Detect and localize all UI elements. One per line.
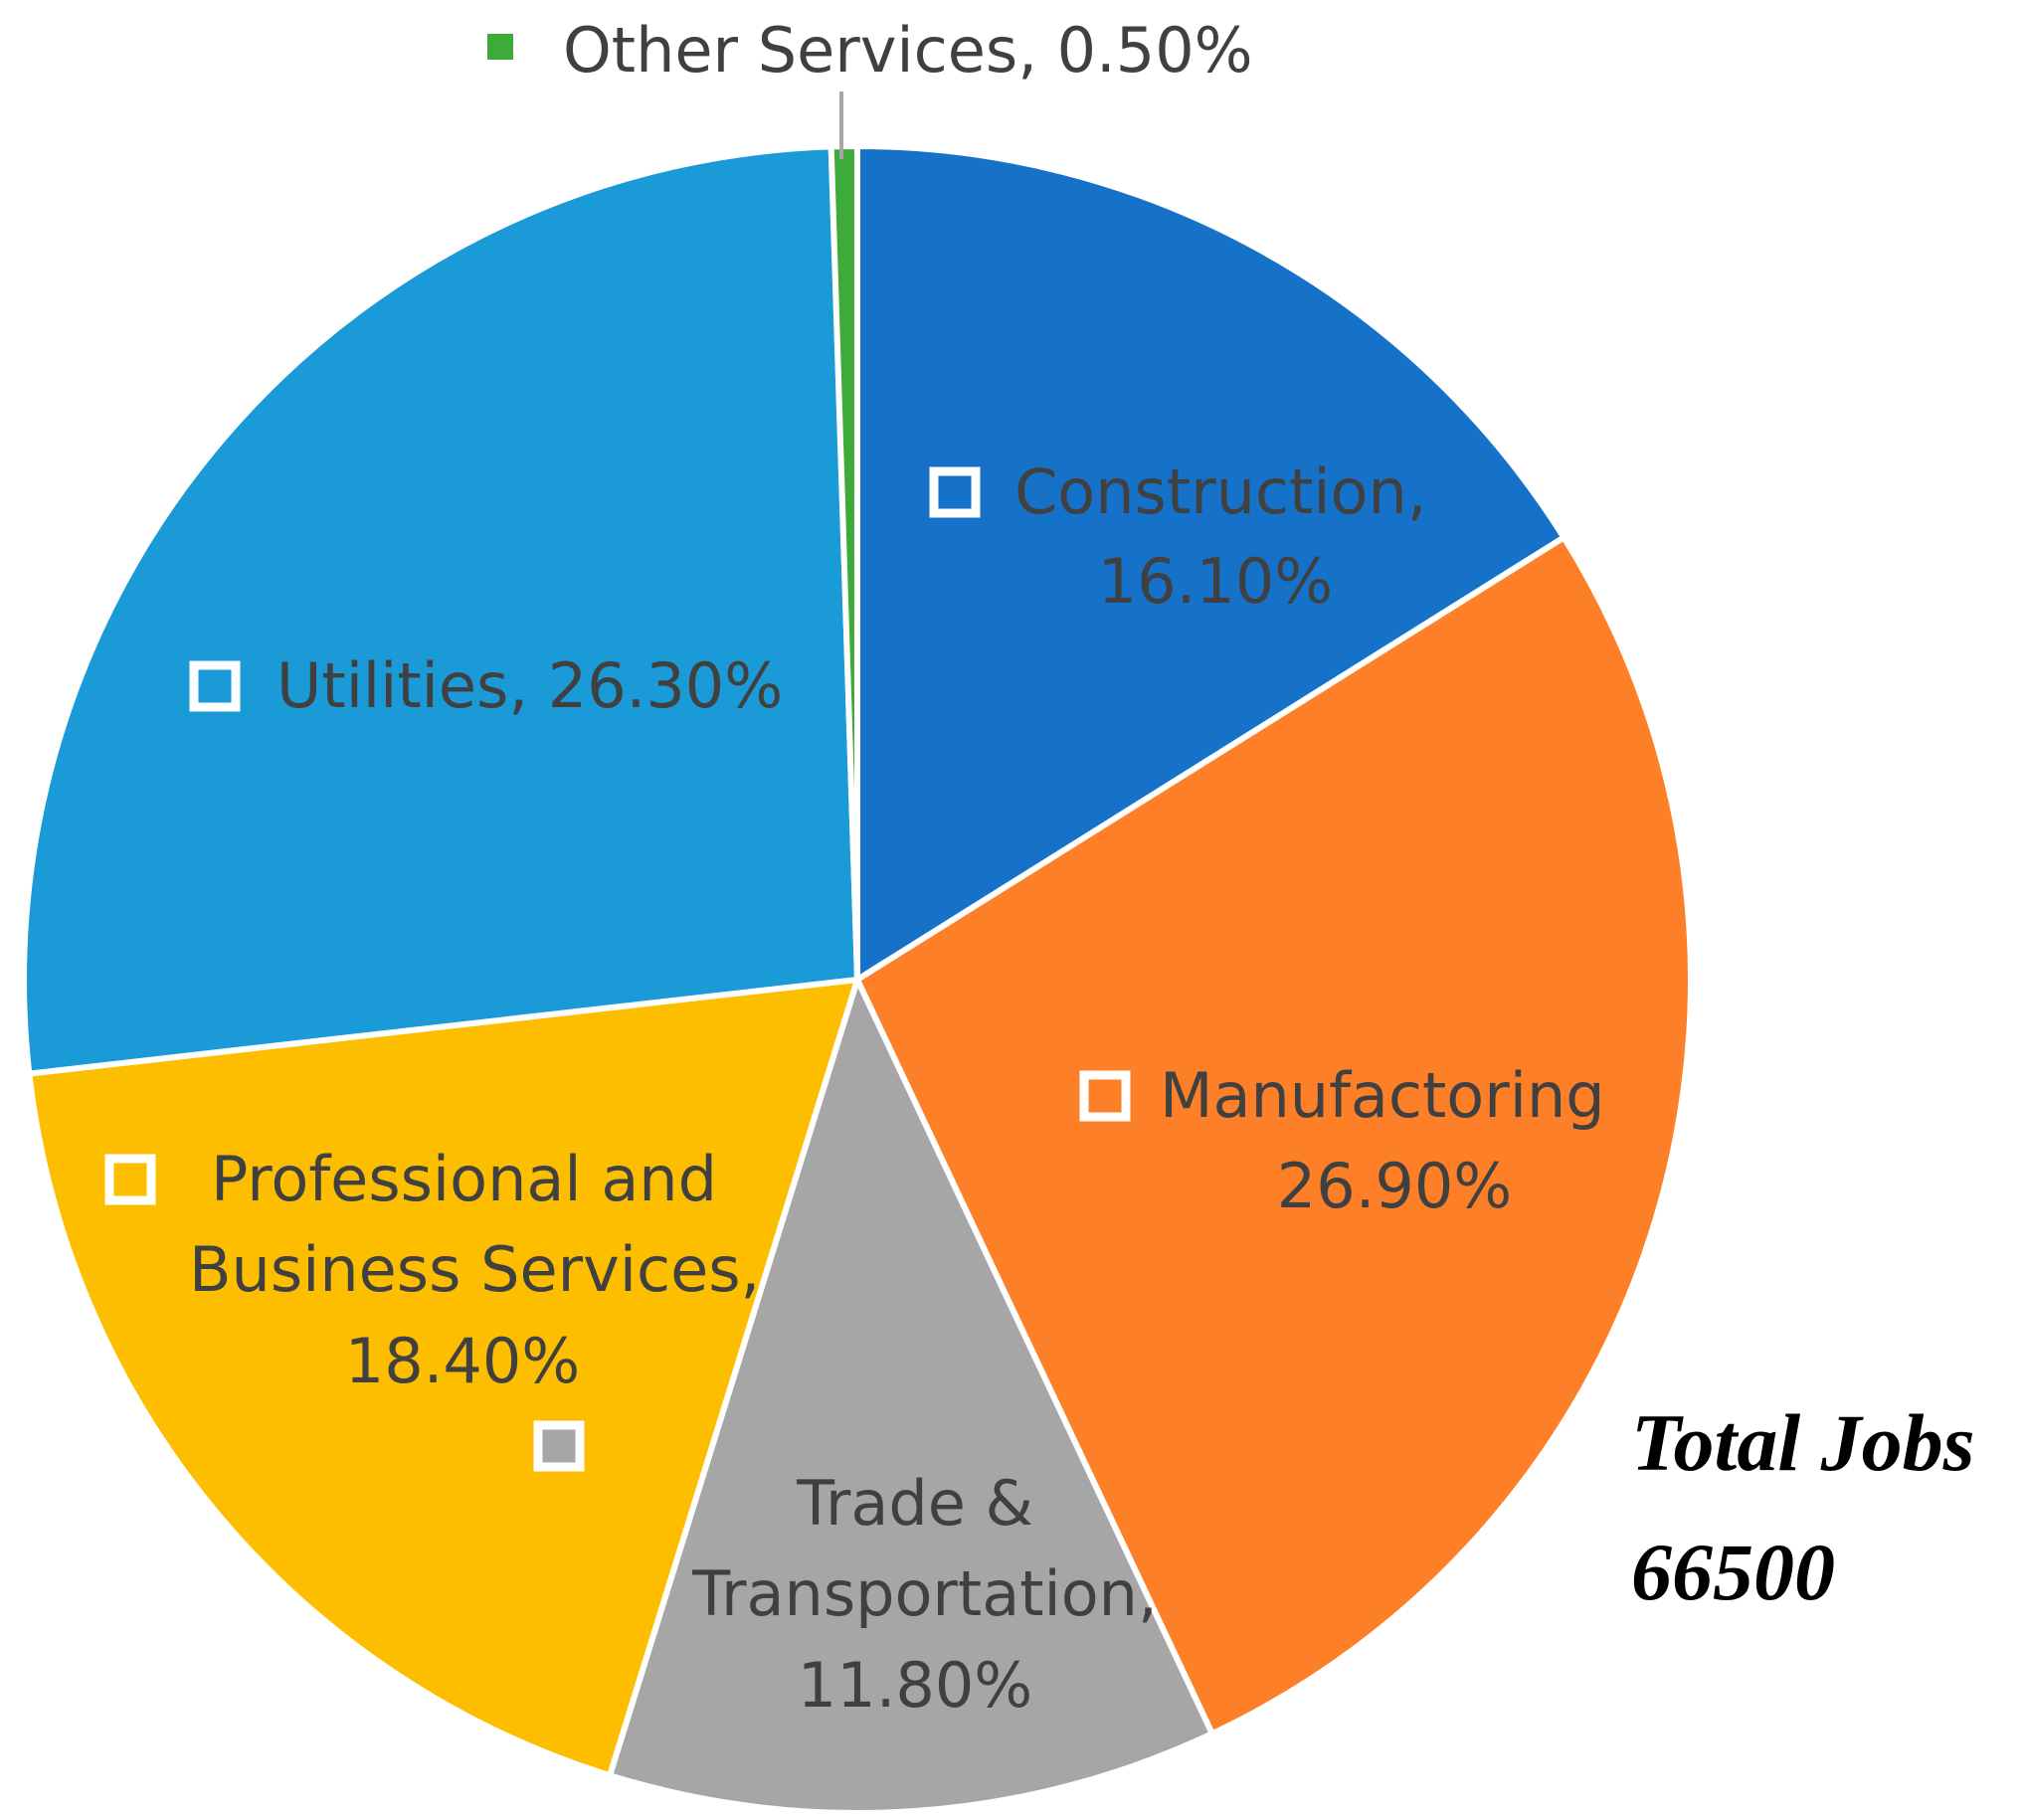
pie-slice-utilities	[20, 143, 860, 1077]
professional-label-line2: Business Services,	[189, 1233, 760, 1306]
construction-label: Construction,	[1014, 455, 1426, 528]
pie-slice-professional-and-business-services	[26, 977, 860, 1779]
professional-percent-label: 18.40%	[345, 1325, 580, 1397]
trade-legend-key	[533, 1420, 585, 1472]
total-jobs-value: 66500	[1631, 1527, 1835, 1617]
manufactoring-label: Manufactoring	[1160, 1059, 1605, 1132]
construction-legend-key	[929, 466, 981, 518]
professional-legend-key	[104, 1154, 156, 1205]
trade-percent-label: 11.80%	[798, 1649, 1032, 1722]
pie-slices	[20, 142, 1694, 1816]
professional-label-line1: Professional and	[211, 1143, 717, 1215]
utilities-label: Utilities, 26.30%	[276, 649, 783, 722]
pie-slice-other-services	[828, 142, 860, 983]
utilities-legend-key	[189, 660, 241, 712]
other-services-legend-key	[487, 34, 513, 60]
pie-slice-construction	[854, 143, 1567, 983]
trade-label-line2: Transportation,	[691, 1557, 1157, 1630]
pie-slice-manufactoring	[854, 534, 1694, 1737]
pie-slice-trade-transportation	[607, 977, 1215, 1816]
manufactoring-percent-label: 26.90%	[1277, 1150, 1512, 1222]
manufactoring-legend-key	[1079, 1070, 1131, 1122]
trade-label-line1: Trade &	[796, 1467, 1033, 1540]
total-jobs-label: Total Jobs	[1631, 1397, 1975, 1488]
construction-percent-label: 16.10%	[1098, 545, 1333, 618]
other-services-label: Other Services, 0.50%	[563, 14, 1253, 87]
